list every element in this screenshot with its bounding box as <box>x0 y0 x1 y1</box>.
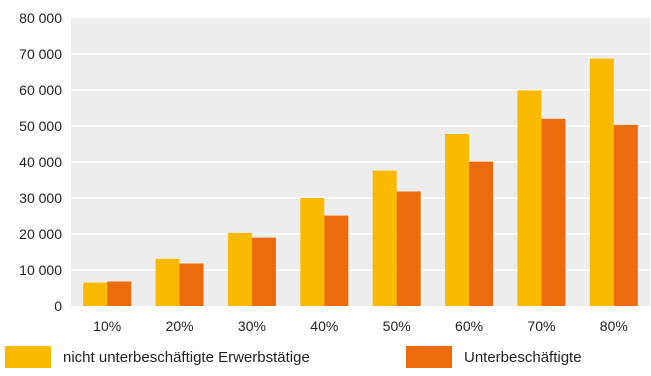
y-tick-label: 40 000 <box>19 154 62 170</box>
x-tick-label: 50% <box>383 318 411 334</box>
x-tick-label: 60% <box>455 318 483 334</box>
bar-series-2-60pct <box>469 161 494 306</box>
legend-label-series-1: nicht unterbeschäftigte Erwerbstätige <box>63 348 310 366</box>
bar-series-1-70pct <box>517 90 542 306</box>
x-tick-label: 80% <box>600 318 628 334</box>
bar-series-1-20pct <box>155 258 180 306</box>
x-tick-label: 40% <box>310 318 338 334</box>
bar-series-2-10pct <box>107 281 132 306</box>
bar-series-2-70pct <box>541 118 566 306</box>
legend-item-series-2: Unterbeschäftigte <box>406 342 582 372</box>
legend-item-series-1: nicht unterbeschäftigte Erwerbstätige <box>5 342 310 372</box>
legend-swatch-series-1 <box>5 346 51 368</box>
bar-series-2-30pct <box>251 237 276 306</box>
x-tick-label: 70% <box>527 318 555 334</box>
bar-series-1-60pct <box>445 133 470 306</box>
y-tick-label: 30 000 <box>19 190 62 206</box>
bars <box>83 58 638 307</box>
bar-series-1-10pct <box>83 282 108 306</box>
bar-series-1-40pct <box>300 198 325 306</box>
y-tick-label: 10 000 <box>19 262 62 278</box>
bar-series-1-50pct <box>372 170 397 306</box>
legend-label-series-2: Unterbeschäftigte <box>464 348 582 366</box>
bar-series-2-80pct <box>613 124 638 306</box>
bar-series-1-30pct <box>227 232 252 306</box>
bar-series-1-80pct <box>589 58 614 307</box>
legend: nicht unterbeschäftigte Erwerbstätige Un… <box>0 342 651 372</box>
y-tick-label: 70 000 <box>19 46 62 62</box>
y-axis-tick-labels: 0 10 000 20 000 30 000 40 000 50 000 60 000 70 … <box>19 10 62 314</box>
bar-series-2-50pct <box>396 191 421 306</box>
bar-series-2-40pct <box>324 215 349 306</box>
y-tick-label: 80 000 <box>19 10 62 26</box>
y-tick-label: 50 000 <box>19 118 62 134</box>
x-tick-label: 20% <box>166 318 194 334</box>
x-tick-label: 10% <box>93 318 121 334</box>
y-tick-label: 20 000 <box>19 226 62 242</box>
y-tick-label: 60 000 <box>19 82 62 98</box>
x-tick-label: 30% <box>238 318 266 334</box>
y-tick-label: 0 <box>54 298 62 314</box>
x-axis-tick-labels: 10% 20% 30% 40% 50% 60% 70% 80% <box>93 318 628 334</box>
bar-chart: 0 10 000 20 000 30 000 40 000 50 000 60 000 70 … <box>19 10 650 334</box>
bar-series-2-20pct <box>179 263 204 306</box>
legend-swatch-series-2 <box>406 346 452 368</box>
